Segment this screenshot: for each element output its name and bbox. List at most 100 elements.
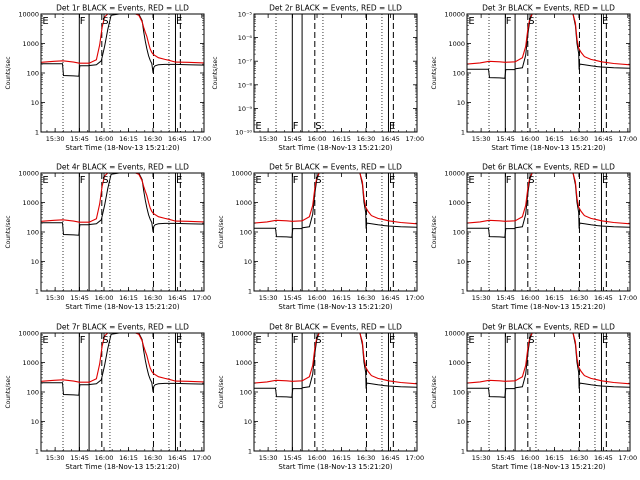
x-tick-label: 15:45: [283, 454, 302, 462]
panel-title: Det 1r BLACK = Events, RED = LLD: [56, 4, 189, 13]
panel-title: Det 9r BLACK = Events, RED = LLD: [482, 323, 615, 332]
region-marker-label: E: [176, 16, 182, 27]
panel-3: Det 3r BLACK = Events, RED = LLD E F S E 15:3…: [431, 4, 637, 153]
x-tick-label: 16:00: [521, 135, 540, 143]
region-marker-label: E: [42, 16, 48, 27]
x-tick-label: 16:45: [594, 294, 613, 302]
panel-title: Det 8r BLACK = Events, RED = LLD: [269, 323, 402, 332]
x-tick-label: 16:30: [357, 294, 376, 302]
y-tick-label: 10000: [18, 170, 39, 178]
x-tick-label: 15:45: [496, 135, 515, 143]
x-tick-label: 15:30: [472, 135, 491, 143]
y-tick-label: 1000: [235, 359, 252, 367]
x-tick-label: 17:00: [618, 454, 637, 462]
x-axis-label: Start Time (18-Nov-13 15:21:20): [491, 463, 605, 471]
y-tick-label: 1000: [22, 359, 39, 367]
y-tick-label: 10: [457, 418, 465, 426]
y-tick-label: 1: [248, 448, 252, 456]
y-tick-label: 1000: [22, 199, 39, 207]
events-series-line: [467, 14, 630, 79]
y-tick-label: 10: [31, 258, 39, 266]
y-tick-label: 100: [453, 229, 465, 237]
x-axis-label: Start Time (18-Nov-13 15:21:20): [491, 303, 605, 311]
x-tick-label: 15:30: [46, 454, 65, 462]
x-tick-label: 16:15: [119, 454, 138, 462]
x-tick-label: 15:45: [496, 454, 515, 462]
y-tick-label: 100: [27, 229, 39, 237]
x-tick-label: 16:30: [144, 135, 163, 143]
lld-series-line: [467, 14, 630, 66]
y-tick-label: 1: [35, 288, 39, 296]
region-marker-label: E: [255, 335, 261, 346]
y-tick-label: 10: [457, 258, 465, 266]
panel-8: Det 8r BLACK = Events, RED = LLD E F S E 15:3…: [218, 323, 424, 472]
x-tick-label: 16:30: [357, 454, 376, 462]
y-tick-label: 10000: [231, 170, 252, 178]
x-tick-label: 16:45: [594, 454, 613, 462]
plot-area: [467, 14, 630, 132]
lld-series-line: [254, 173, 417, 225]
region-marker-label: F: [80, 335, 86, 346]
region-marker-label: S: [315, 335, 321, 346]
region-marker-label: E: [468, 16, 474, 27]
y-tick-label: 1: [461, 448, 465, 456]
region-marker-label: E: [389, 175, 395, 186]
x-tick-label: 16:00: [308, 294, 327, 302]
y-tick-label: 10⁻⁷: [238, 58, 253, 66]
x-tick-label: 16:15: [119, 135, 138, 143]
region-marker-label: E: [389, 335, 395, 346]
x-tick-label: 16:45: [168, 454, 187, 462]
region-marker-label: S: [528, 175, 534, 186]
x-axis-label: Start Time (18-Nov-13 15:21:20): [278, 303, 392, 311]
region-marker-label: F: [80, 175, 86, 186]
lld-series-line: [254, 333, 417, 385]
y-tick-label: 10: [31, 418, 39, 426]
panel-title: Det 4r BLACK = Events, RED = LLD: [56, 163, 189, 172]
y-tick-label: 10⁻⁵: [238, 11, 253, 19]
region-marker-label: E: [389, 121, 395, 132]
y-tick-label: 1: [461, 288, 465, 296]
x-tick-label: 15:30: [259, 135, 278, 143]
y-tick-label: 10⁻⁹: [238, 105, 253, 113]
y-tick-label: 1: [35, 448, 39, 456]
panel-title: Det 3r BLACK = Events, RED = LLD: [482, 4, 615, 13]
y-tick-label: 1000: [235, 199, 252, 207]
y-tick-label: 10⁻¹⁰: [235, 129, 252, 137]
panel-6: Det 6r BLACK = Events, RED = LLD E F S E 15:3…: [431, 163, 637, 312]
region-marker-label: F: [506, 175, 512, 186]
y-tick-label: 10000: [18, 11, 39, 19]
region-marker-label: S: [315, 121, 321, 132]
region-marker-label: E: [468, 175, 474, 186]
events-series-line: [467, 333, 630, 398]
x-tick-label: 16:30: [357, 135, 376, 143]
region-marker-label: S: [528, 335, 534, 346]
x-tick-label: 16:15: [119, 294, 138, 302]
region-marker-label: E: [602, 335, 608, 346]
x-tick-label: 15:30: [259, 294, 278, 302]
x-tick-label: 16:45: [594, 135, 613, 143]
plot-frame: [40, 332, 205, 452]
x-axis-label: Start Time (18-Nov-13 15:21:20): [65, 144, 179, 152]
y-axis-label: Counts/sec: [431, 215, 438, 248]
y-tick-label: 10⁻⁸: [238, 81, 253, 89]
plot-frame: [253, 332, 418, 452]
x-tick-label: 16:45: [381, 135, 400, 143]
x-tick-label: 16:00: [308, 454, 327, 462]
y-tick-label: 1000: [448, 40, 465, 48]
lld-series-line: [467, 173, 630, 225]
events-series-line: [41, 333, 204, 396]
region-marker-label: F: [506, 16, 512, 27]
x-tick-label: 17:00: [405, 454, 424, 462]
region-marker-label: F: [293, 121, 299, 132]
x-tick-label: 16:30: [570, 454, 589, 462]
region-marker-label: F: [293, 335, 299, 346]
plot-frame: [466, 172, 631, 292]
x-tick-label: 16:00: [521, 294, 540, 302]
lld-series-line: [41, 173, 204, 223]
y-tick-label: 1000: [448, 359, 465, 367]
x-tick-label: 16:45: [381, 454, 400, 462]
y-axis-label: Counts/sec: [218, 375, 225, 408]
y-tick-label: 1: [248, 288, 252, 296]
x-axis-label: Start Time (18-Nov-13 15:21:20): [278, 463, 392, 471]
